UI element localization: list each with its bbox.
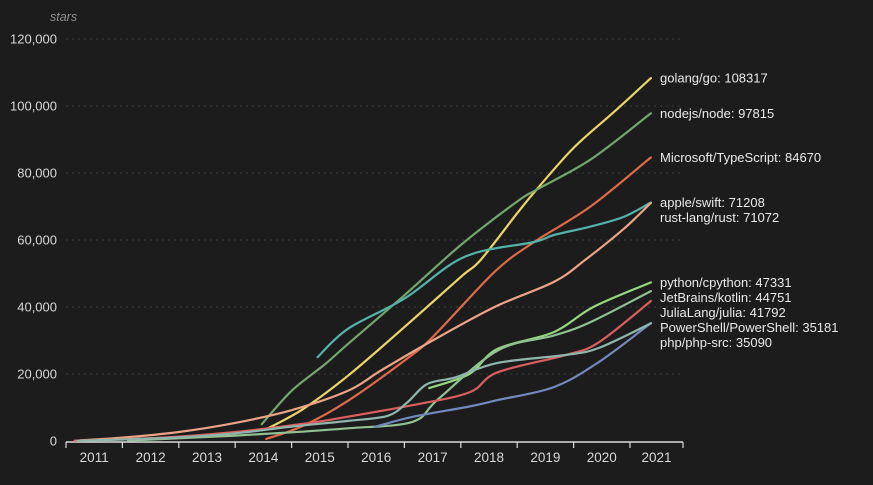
- y-tick-label: 100,000: [10, 99, 57, 114]
- y-tick-label: 120,000: [10, 32, 57, 47]
- series-line-microsoft-typescript: [265, 156, 652, 441]
- x-tick-label: 2020: [587, 450, 617, 465]
- series-line-powershell-powershell: [373, 322, 652, 429]
- series-label-microsoft-typescript: Microsoft/TypeScript: 84670: [660, 150, 821, 165]
- series-label-php-php-src: php/php-src: 35090: [660, 335, 772, 350]
- series-line-python-cpython: [428, 281, 652, 390]
- y-tick-label: 20,000: [17, 367, 57, 382]
- series-label-apple-swift: apple/swift: 71208: [660, 195, 765, 210]
- series-label-rust-lang-rust: rust-lang/rust: 71072: [660, 210, 779, 225]
- x-tick-label: 2021: [641, 450, 671, 465]
- x-tick-label: 2012: [136, 450, 166, 465]
- y-tick-label: 80,000: [17, 166, 57, 181]
- series-label-julialang-julia: JuliaLang/julia: 41792: [660, 305, 786, 320]
- series-line-jetbrains-kotlin: [126, 290, 652, 442]
- x-tick-label: 2018: [474, 450, 504, 465]
- x-tick-label: 2016: [361, 450, 391, 465]
- x-tick-label: 2017: [418, 450, 448, 465]
- series-label-nodejs-node: nodejs/node: 97815: [660, 106, 774, 121]
- x-tick-label: 2014: [248, 450, 279, 465]
- y-tick-label: 60,000: [17, 233, 57, 248]
- x-tick-label: 2019: [530, 450, 560, 465]
- y-tick-label: 0: [50, 434, 57, 449]
- x-tick-label: 2013: [192, 450, 222, 465]
- series-line-golang-go: [265, 77, 652, 431]
- y-tick-label: 40,000: [17, 300, 57, 315]
- x-tick-label: 2011: [80, 450, 109, 465]
- series-line-apple-swift: [316, 201, 652, 359]
- x-tick-label: 2015: [305, 450, 335, 465]
- series-label-golang-go: golang/go: 108317: [660, 71, 768, 86]
- series-label-jetbrains-kotlin: JetBrains/kotlin: 44751: [660, 290, 792, 305]
- y-axis-title: stars: [50, 10, 78, 24]
- series-line-php-php-src: [76, 322, 652, 442]
- series-label-python-cpython: python/cpython: 47331: [660, 275, 792, 290]
- series-line-rust-lang-rust: [79, 201, 652, 442]
- series-line-nodejs-node: [260, 112, 652, 426]
- series-label-powershell-powershell: PowerShell/PowerShell: 35181: [660, 320, 839, 335]
